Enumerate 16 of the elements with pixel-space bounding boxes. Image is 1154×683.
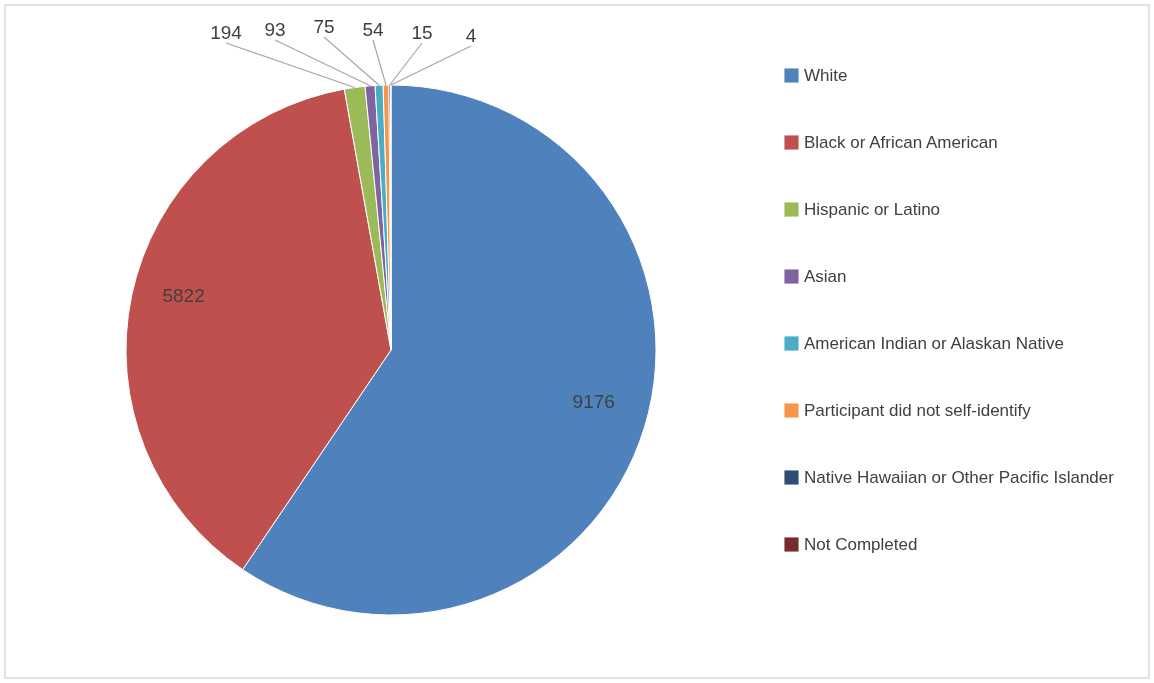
data-label: 15 bbox=[411, 22, 433, 43]
data-label: 54 bbox=[362, 19, 384, 40]
data-label: 9176 bbox=[572, 391, 615, 413]
data-label: 194 bbox=[210, 22, 243, 43]
legend-label: American Indian or Alaskan Native bbox=[804, 333, 1064, 353]
data-label: 4 bbox=[465, 25, 477, 46]
legend-label: Asian bbox=[804, 266, 847, 286]
legend-label: Not Completed bbox=[804, 534, 918, 554]
legend-label: Native Hawaiian or Other Pacific Islander bbox=[804, 467, 1115, 487]
legend-label: Hispanic or Latino bbox=[804, 199, 941, 219]
legend-label: Black or African American bbox=[804, 132, 998, 152]
legend-label: Participant did not self-identify bbox=[804, 400, 1032, 420]
data-label: 93 bbox=[264, 19, 286, 40]
legend-label: White bbox=[804, 65, 848, 85]
data-label: 5822 bbox=[162, 285, 205, 307]
data-label: 75 bbox=[313, 16, 335, 37]
